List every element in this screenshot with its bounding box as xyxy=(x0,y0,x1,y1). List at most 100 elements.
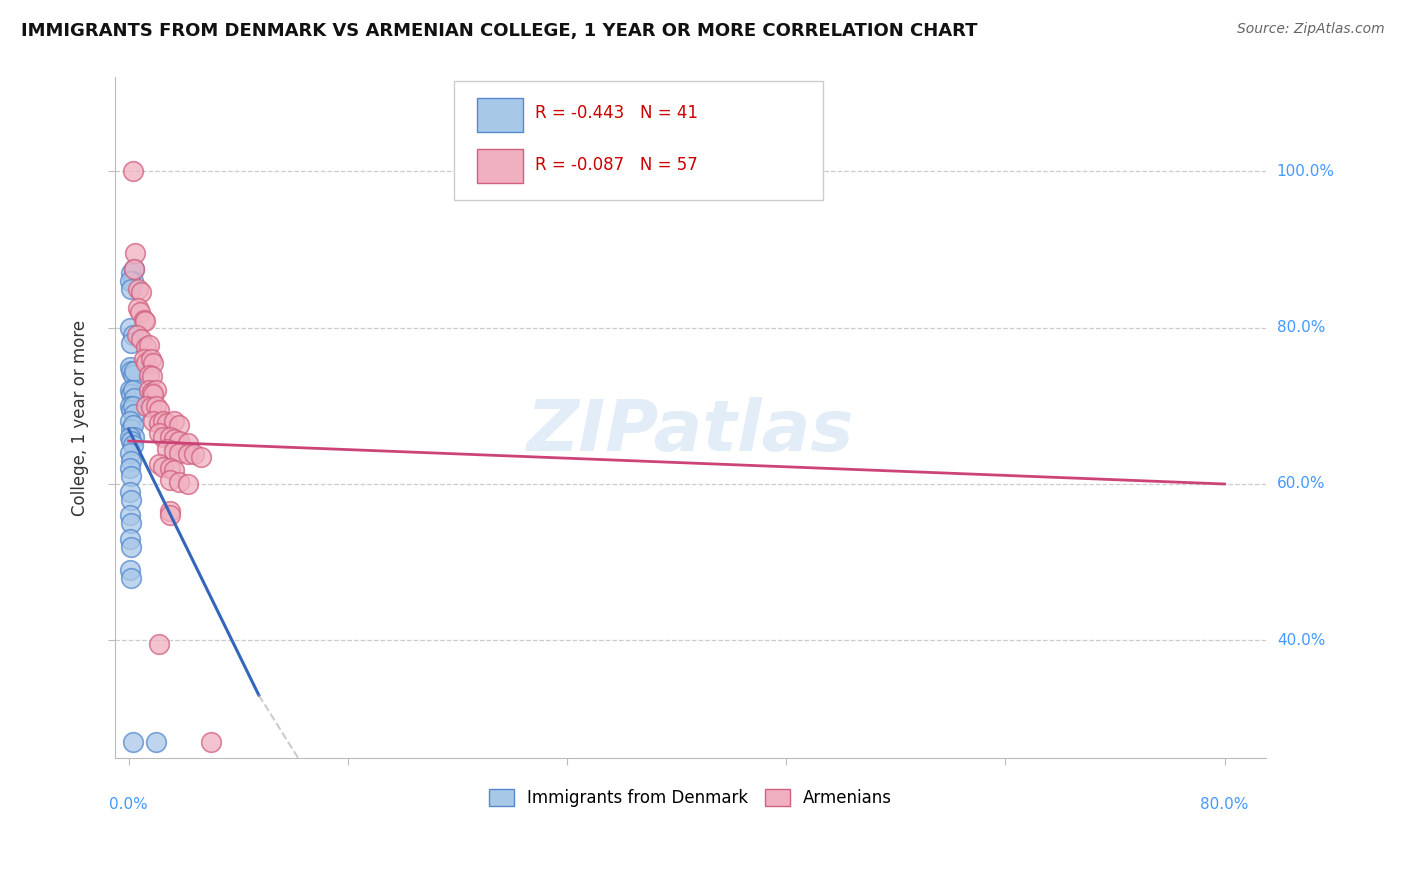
Point xyxy=(122,391,145,405)
Point xyxy=(148,402,170,417)
Point xyxy=(176,477,198,491)
Text: R = -0.087   N = 57: R = -0.087 N = 57 xyxy=(534,155,697,174)
Point xyxy=(176,447,198,461)
Point xyxy=(138,368,160,382)
Point xyxy=(163,444,186,458)
Point xyxy=(120,453,142,467)
Point xyxy=(121,164,143,178)
Point xyxy=(118,461,141,475)
Point xyxy=(156,416,179,430)
Point xyxy=(124,246,146,260)
Point xyxy=(122,262,145,277)
Point xyxy=(159,508,181,523)
Point xyxy=(120,434,142,448)
Point xyxy=(128,305,150,319)
Point xyxy=(145,383,167,397)
Point xyxy=(152,430,174,444)
Point xyxy=(129,332,152,346)
Point xyxy=(200,735,222,749)
Point xyxy=(121,735,143,749)
Point xyxy=(120,540,142,554)
Point xyxy=(159,430,181,444)
Point xyxy=(142,414,165,428)
Point xyxy=(120,422,142,436)
Point xyxy=(120,516,142,530)
Point xyxy=(118,383,141,397)
Point xyxy=(138,383,160,397)
Point xyxy=(120,469,142,483)
Point xyxy=(169,434,191,448)
Point xyxy=(135,399,157,413)
Point xyxy=(142,356,165,370)
Point xyxy=(122,430,145,444)
Text: 80.0%: 80.0% xyxy=(1277,320,1324,335)
Point xyxy=(141,384,163,399)
Point xyxy=(122,262,145,277)
Point xyxy=(163,463,186,477)
Point xyxy=(118,446,141,460)
Point xyxy=(118,414,141,428)
FancyBboxPatch shape xyxy=(478,98,523,132)
Point xyxy=(118,532,141,546)
Point xyxy=(169,475,191,490)
Point xyxy=(129,285,152,300)
Point xyxy=(120,492,142,507)
Legend: Immigrants from Denmark, Armenians: Immigrants from Denmark, Armenians xyxy=(482,782,898,814)
Point xyxy=(148,637,170,651)
Point xyxy=(132,313,155,327)
Y-axis label: College, 1 year or more: College, 1 year or more xyxy=(72,319,89,516)
Point xyxy=(125,328,148,343)
Point xyxy=(159,461,181,475)
Point xyxy=(141,369,163,384)
Point xyxy=(121,399,143,413)
Point xyxy=(120,281,142,295)
Point xyxy=(135,356,157,370)
Point xyxy=(122,407,145,421)
Point xyxy=(159,504,181,518)
Point xyxy=(120,402,142,417)
Point xyxy=(139,401,162,415)
Point xyxy=(135,340,157,354)
Point xyxy=(148,458,170,472)
Point xyxy=(118,320,141,334)
Point xyxy=(121,328,143,343)
Point xyxy=(118,399,141,413)
Point xyxy=(138,338,160,352)
Text: R = -0.443   N = 41: R = -0.443 N = 41 xyxy=(534,104,697,122)
Point xyxy=(127,301,149,315)
Point xyxy=(120,266,142,280)
Point xyxy=(169,417,191,432)
Point xyxy=(120,336,142,351)
Point xyxy=(152,414,174,428)
Point xyxy=(120,364,142,378)
Point xyxy=(121,438,143,452)
Point xyxy=(120,571,142,585)
Point xyxy=(163,432,186,446)
Point xyxy=(145,399,167,413)
Text: ZIPatlas: ZIPatlas xyxy=(527,397,853,466)
Point xyxy=(148,426,170,441)
Point xyxy=(152,459,174,474)
Text: 80.0%: 80.0% xyxy=(1201,797,1249,812)
Point xyxy=(169,446,191,460)
Text: Source: ZipAtlas.com: Source: ZipAtlas.com xyxy=(1237,22,1385,37)
Point xyxy=(159,473,181,487)
Point xyxy=(183,447,205,461)
Point xyxy=(118,484,141,499)
Point xyxy=(122,364,145,378)
Point xyxy=(176,436,198,450)
Point xyxy=(139,351,162,366)
Point xyxy=(132,351,155,366)
Point xyxy=(127,281,149,295)
Point xyxy=(134,314,156,328)
Point xyxy=(190,450,212,464)
Point xyxy=(118,430,141,444)
Point xyxy=(142,387,165,401)
Point xyxy=(148,416,170,430)
FancyBboxPatch shape xyxy=(454,81,823,200)
Point xyxy=(121,383,143,397)
Text: 60.0%: 60.0% xyxy=(1277,476,1326,491)
Point xyxy=(156,442,179,456)
FancyBboxPatch shape xyxy=(478,149,523,183)
Point xyxy=(118,508,141,523)
